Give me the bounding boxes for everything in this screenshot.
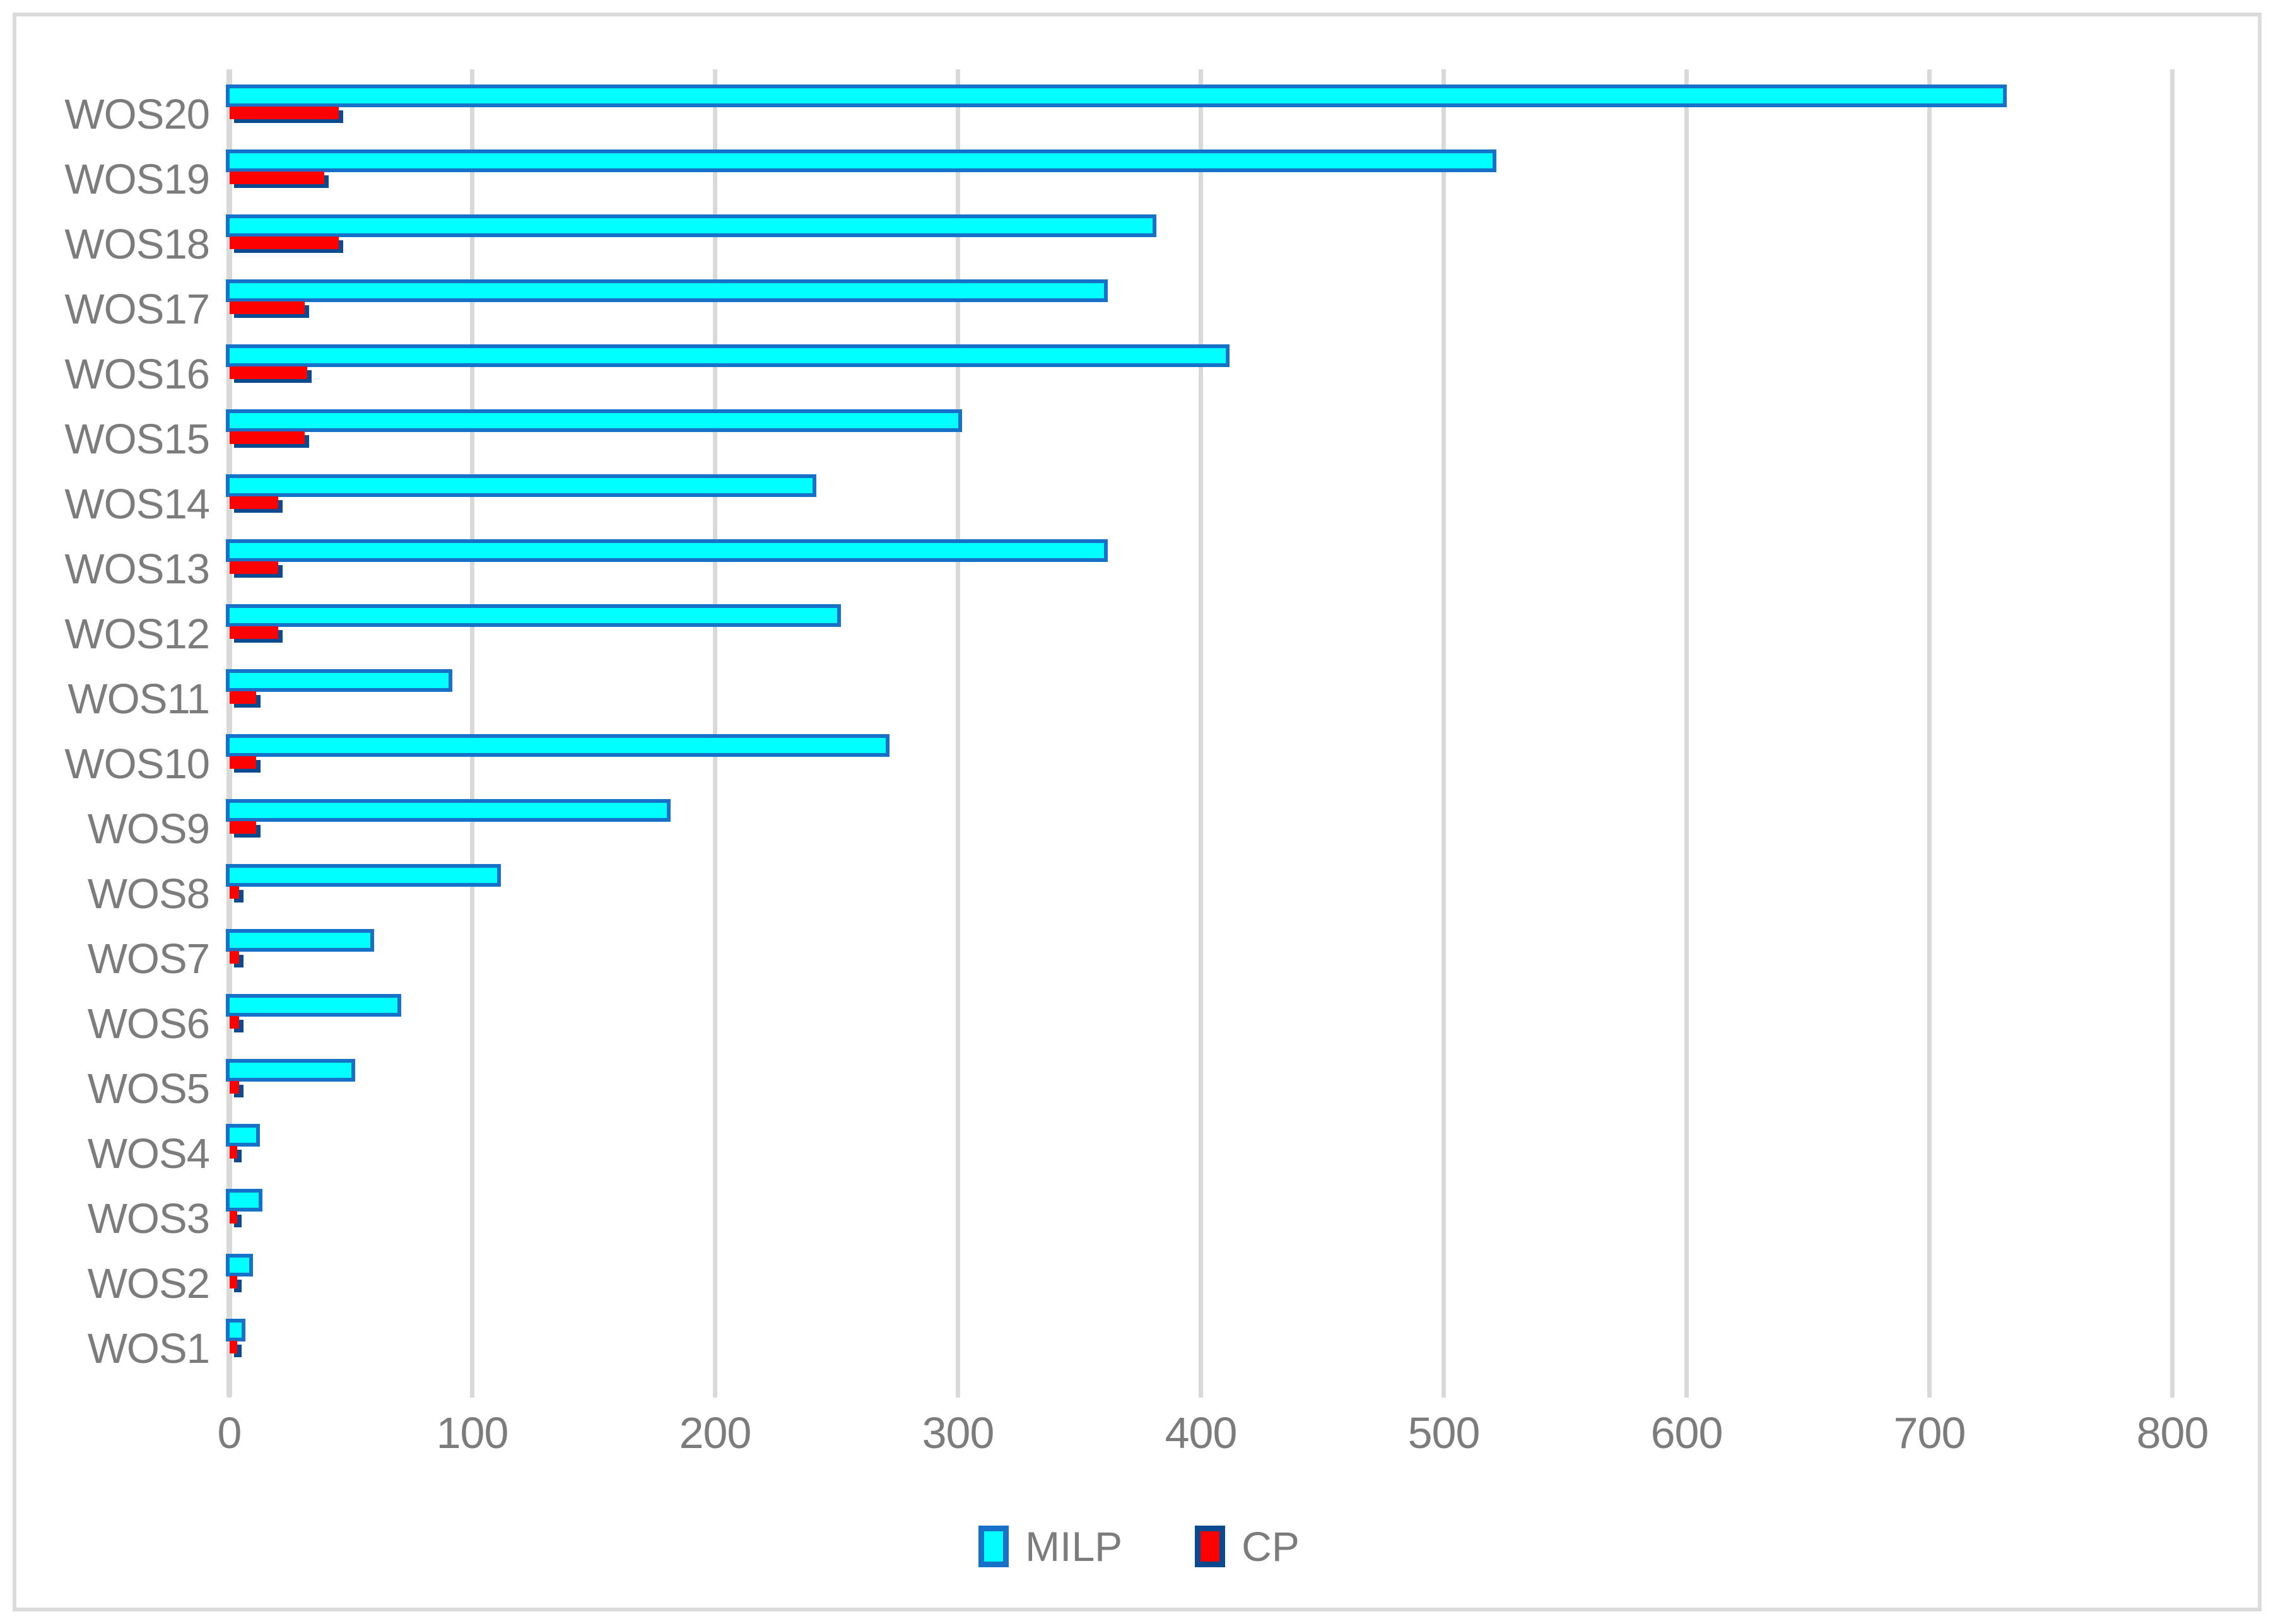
bar-cp-wos14 bbox=[230, 496, 278, 509]
bar-milp-wos4 bbox=[226, 1124, 261, 1147]
bar-cp-wos18 bbox=[230, 237, 339, 249]
bar-cp-wos11 bbox=[230, 691, 257, 704]
category-label-wos2: WOS2 bbox=[87, 1260, 210, 1307]
x-tick-label: 400 bbox=[1165, 1408, 1238, 1458]
bar-cp-wos6 bbox=[230, 1016, 240, 1029]
bar-cp-wos16 bbox=[230, 366, 308, 379]
x-tick-label: 600 bbox=[1650, 1408, 1723, 1458]
x-tick-label: 500 bbox=[1407, 1408, 1481, 1458]
bar-cp-wos15 bbox=[230, 431, 305, 444]
category-label-wos16: WOS16 bbox=[64, 351, 210, 398]
category-label-wos7: WOS7 bbox=[87, 935, 210, 983]
x-tick-label: 300 bbox=[922, 1408, 995, 1458]
category-label-wos17: WOS17 bbox=[64, 286, 210, 333]
bar-milp-wos6 bbox=[226, 994, 401, 1017]
tick-mark-700 bbox=[1927, 1381, 1932, 1398]
bar-milp-wos5 bbox=[226, 1059, 355, 1082]
tick-mark-600 bbox=[1684, 1381, 1689, 1398]
bar-cp-wos1 bbox=[230, 1341, 237, 1353]
bar-milp-wos9 bbox=[226, 799, 671, 822]
bar-milp-wos17 bbox=[226, 279, 1108, 302]
bar-milp-wos7 bbox=[226, 929, 375, 952]
bar-milp-wos3 bbox=[226, 1189, 263, 1212]
legend: MILP CP bbox=[0, 1515, 2278, 1578]
bar-cp-wos20 bbox=[230, 107, 339, 119]
bar-cp-wos2 bbox=[230, 1276, 237, 1288]
bar-cp-wos10 bbox=[230, 756, 257, 769]
bar-milp-wos18 bbox=[226, 214, 1156, 237]
bar-milp-wos12 bbox=[226, 604, 841, 627]
legend-item-cp: CP bbox=[1195, 1522, 1300, 1570]
legend-label-milp: MILP bbox=[1025, 1523, 1123, 1570]
category-label-wos14: WOS14 bbox=[64, 481, 210, 528]
category-label-wos13: WOS13 bbox=[64, 546, 210, 593]
bar-milp-wos10 bbox=[226, 734, 889, 757]
gridline-200 bbox=[713, 69, 717, 1381]
bar-milp-wos8 bbox=[226, 864, 501, 887]
bar-cp-wos17 bbox=[230, 301, 305, 314]
tick-mark-200 bbox=[713, 1381, 717, 1398]
bar-milp-wos19 bbox=[226, 149, 1496, 172]
bar-milp-wos1 bbox=[226, 1319, 246, 1341]
bar-milp-wos2 bbox=[226, 1254, 253, 1276]
gridline-500 bbox=[1441, 69, 1446, 1381]
legend-item-milp: MILP bbox=[978, 1522, 1122, 1570]
bar-cp-wos19 bbox=[230, 172, 325, 184]
gridline-400 bbox=[1199, 69, 1203, 1381]
bar-cp-wos9 bbox=[230, 821, 257, 834]
bar-milp-wos15 bbox=[226, 409, 962, 432]
category-label-wos9: WOS9 bbox=[87, 805, 210, 853]
gridline-100 bbox=[470, 69, 474, 1381]
bar-cp-wos13 bbox=[230, 561, 278, 574]
bar-cp-wos5 bbox=[230, 1081, 240, 1094]
tick-mark-100 bbox=[470, 1381, 474, 1398]
legend-label-cp: CP bbox=[1242, 1523, 1300, 1570]
category-label-wos20: WOS20 bbox=[64, 91, 210, 138]
bar-cp-wos12 bbox=[230, 626, 278, 639]
bar-cp-wos3 bbox=[230, 1211, 237, 1224]
bar-cp-wos7 bbox=[230, 951, 240, 964]
tick-mark-400 bbox=[1199, 1381, 1203, 1398]
bar-milp-wos20 bbox=[226, 85, 2007, 107]
legend-swatch-milp-icon bbox=[978, 1526, 1009, 1567]
category-label-wos15: WOS15 bbox=[64, 416, 210, 463]
gridline-600 bbox=[1684, 69, 1689, 1381]
y-axis-line bbox=[226, 69, 232, 1396]
category-label-wos12: WOS12 bbox=[64, 610, 210, 658]
category-label-wos1: WOS1 bbox=[87, 1325, 210, 1372]
x-tick-label: 200 bbox=[679, 1408, 752, 1458]
category-label-wos18: WOS18 bbox=[64, 221, 210, 268]
gridline-300 bbox=[956, 69, 960, 1381]
x-tick-label: 0 bbox=[217, 1408, 242, 1458]
bar-milp-wos11 bbox=[226, 669, 452, 692]
bar-milp-wos16 bbox=[226, 344, 1230, 367]
tick-mark-300 bbox=[956, 1381, 960, 1398]
x-tick-label: 800 bbox=[2136, 1408, 2209, 1458]
legend-swatch-cp-icon bbox=[1195, 1526, 1226, 1567]
tick-mark-500 bbox=[1441, 1381, 1446, 1398]
category-label-wos6: WOS6 bbox=[87, 1000, 210, 1048]
tick-mark-800 bbox=[2170, 1381, 2175, 1398]
bar-cp-wos4 bbox=[230, 1146, 237, 1159]
bar-cp-wos8 bbox=[230, 886, 240, 899]
x-tick-label: 700 bbox=[1893, 1408, 1966, 1458]
category-label-wos10: WOS10 bbox=[64, 740, 210, 788]
gridline-800 bbox=[2170, 69, 2175, 1381]
category-label-wos3: WOS3 bbox=[87, 1195, 210, 1242]
gridline-700 bbox=[1927, 69, 1932, 1381]
category-label-wos8: WOS8 bbox=[87, 870, 210, 918]
bar-milp-wos14 bbox=[226, 474, 816, 497]
category-label-wos11: WOS11 bbox=[68, 675, 210, 723]
bar-milp-wos13 bbox=[226, 539, 1108, 562]
category-label-wos19: WOS19 bbox=[64, 156, 210, 203]
category-label-wos4: WOS4 bbox=[87, 1130, 210, 1177]
category-label-wos5: WOS5 bbox=[87, 1065, 210, 1113]
x-tick-label: 100 bbox=[436, 1408, 509, 1458]
